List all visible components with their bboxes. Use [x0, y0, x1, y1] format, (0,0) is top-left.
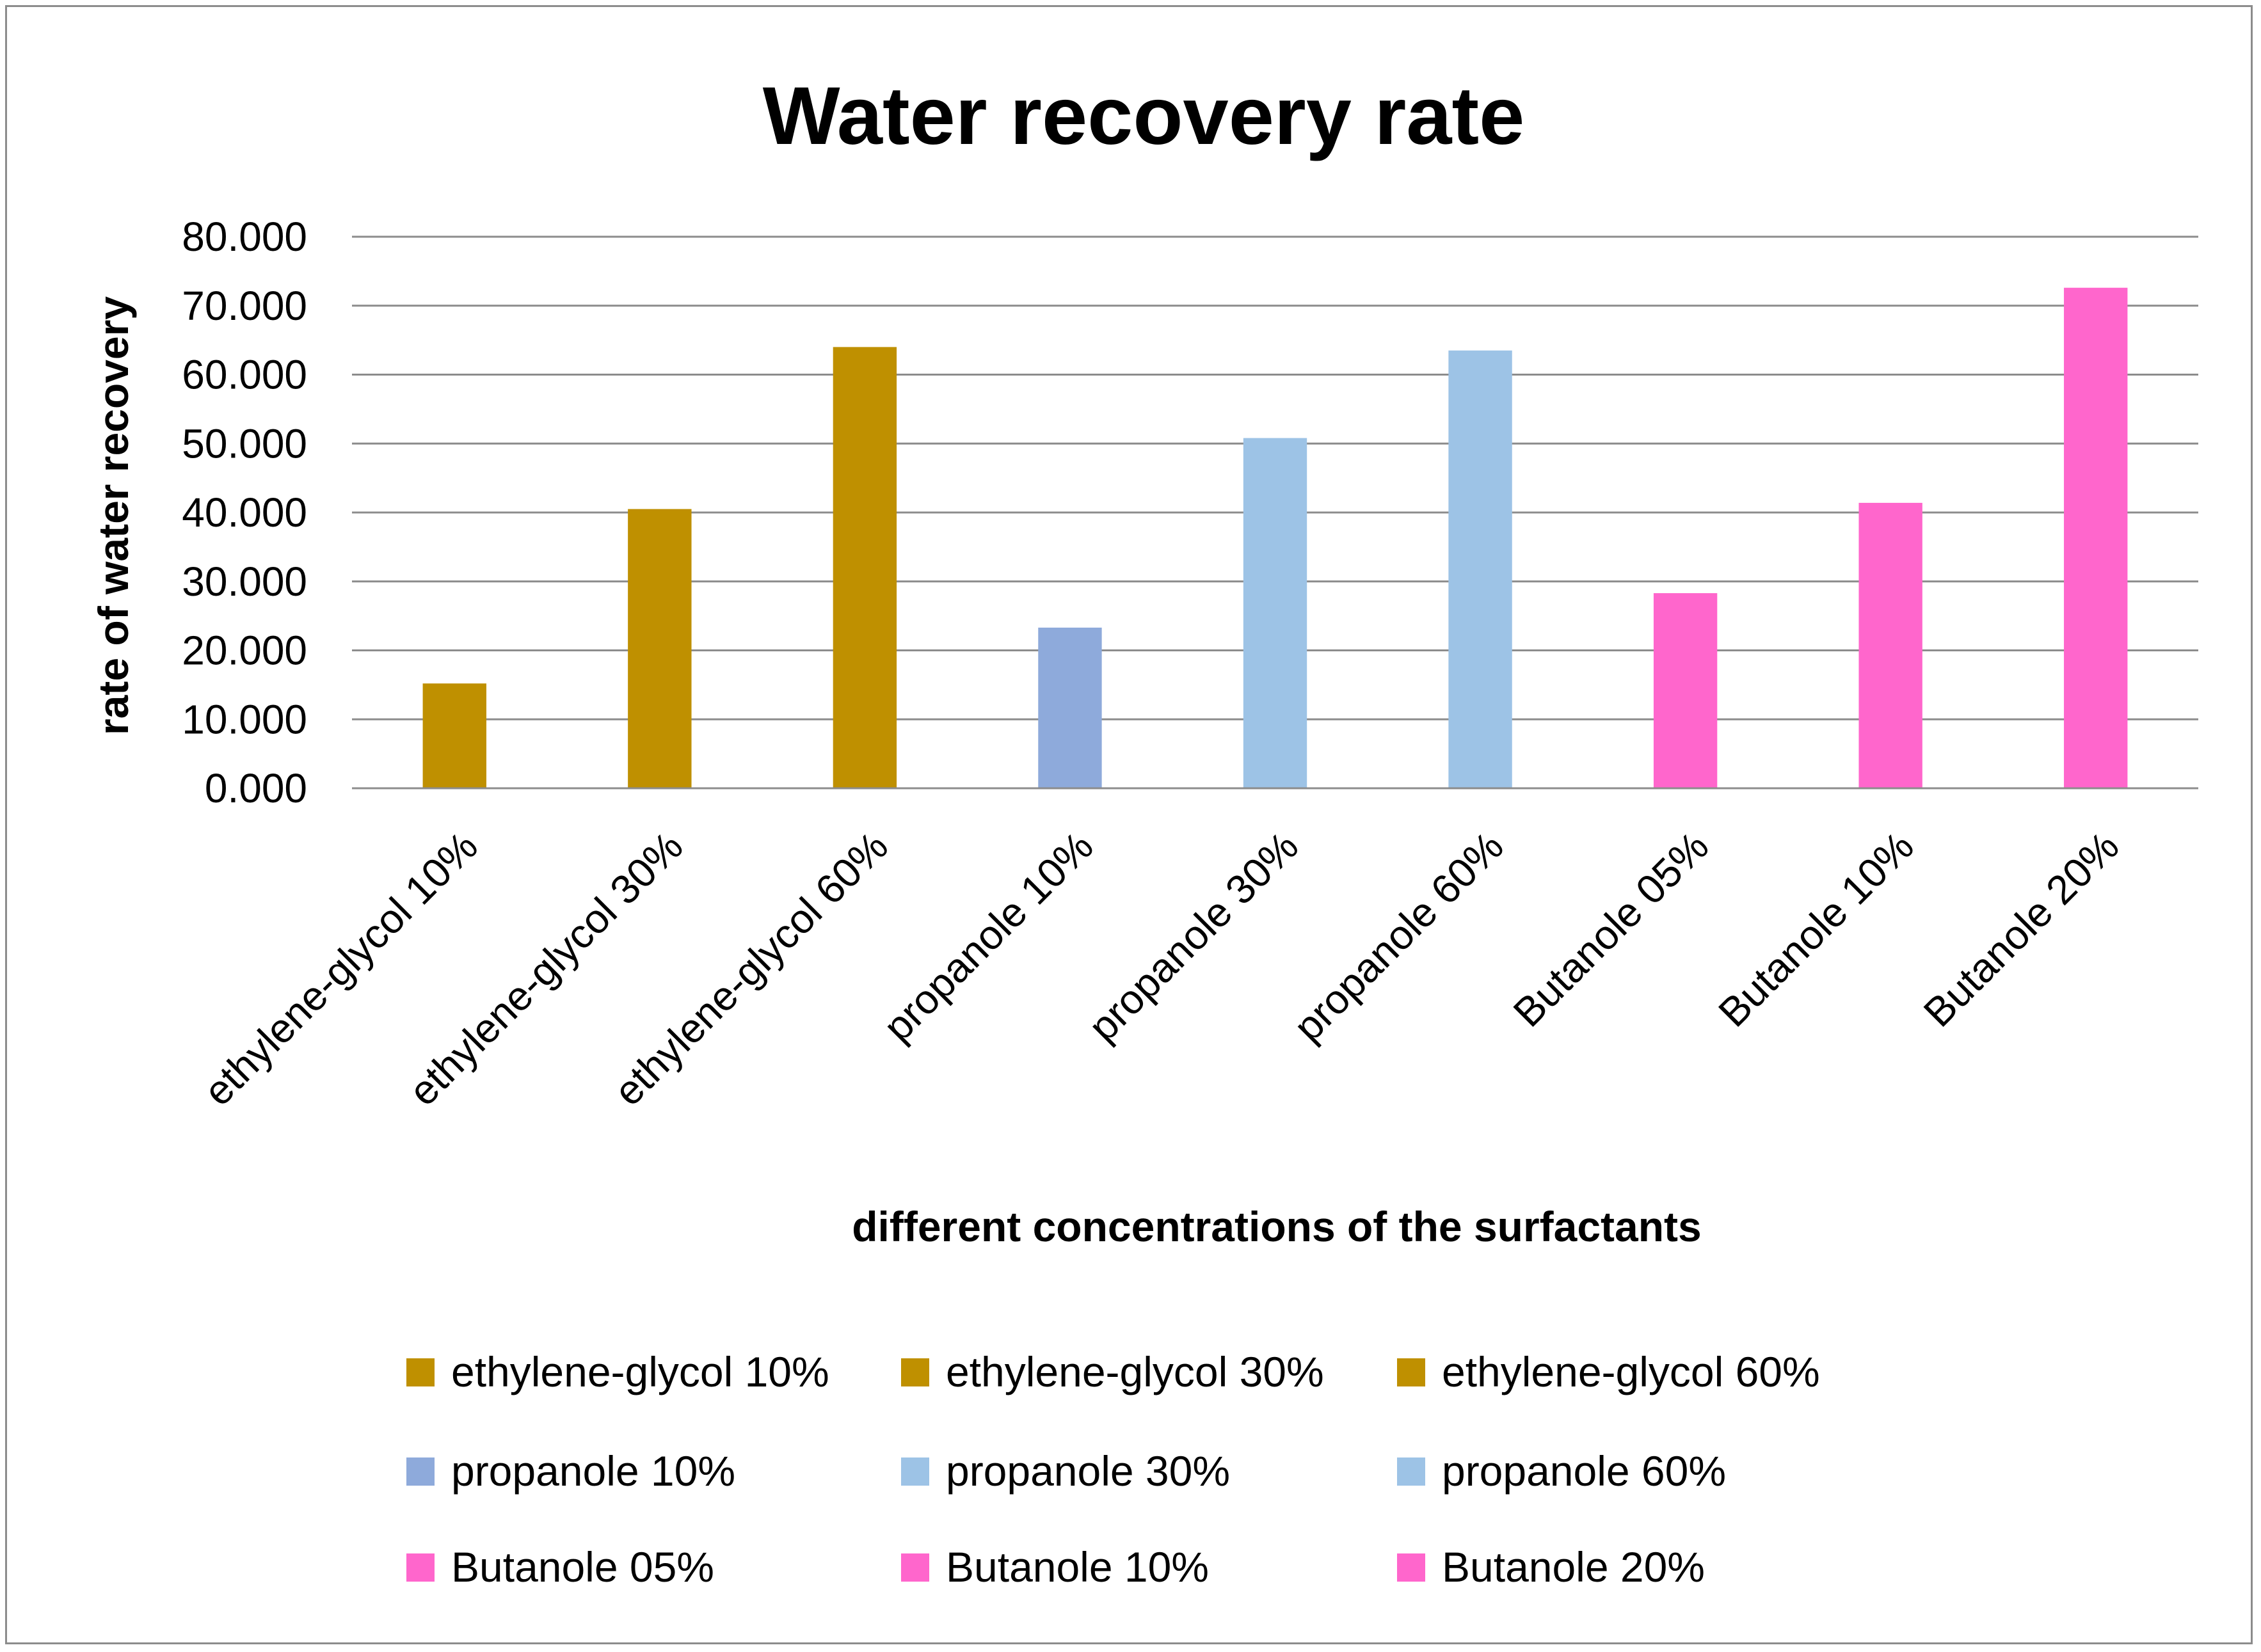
x-axis-tick-labels: ethylene-glycol 10%ethylene-glycol 30%et… — [195, 823, 2127, 1115]
y-tick-label: 70.000 — [182, 283, 307, 329]
y-tick-label: 10.000 — [182, 696, 307, 742]
y-tick-label: 20.000 — [182, 628, 307, 674]
chart-title: Water recovery rate — [763, 70, 1525, 162]
bar-3 — [833, 347, 897, 788]
bar-8 — [1858, 502, 1922, 788]
legend-swatch — [1397, 1553, 1425, 1582]
chart-frame — [5, 5, 2253, 1644]
x-tick-label: propanole 30% — [1080, 823, 1307, 1050]
bar-5 — [1243, 438, 1307, 788]
legend-swatch — [406, 1553, 435, 1582]
legend-label: ethylene-glycol 30% — [946, 1348, 1324, 1395]
bar-6 — [1448, 350, 1512, 788]
legend-swatch — [1397, 1358, 1425, 1386]
legend-label: propanole 60% — [1442, 1447, 1726, 1495]
bar-4 — [1038, 627, 1102, 788]
bar-2 — [628, 509, 692, 788]
legend-swatch — [1397, 1457, 1425, 1486]
y-axis-ticks: 0.000 10.000 20.000 30.000 40.000 50.000 60.00… — [182, 214, 307, 811]
legend: ethylene-glycol 10% ethylene-glycol 30% et… — [406, 1348, 1820, 1591]
legend-swatch — [901, 1358, 929, 1386]
x-tick-label: propanole 10% — [874, 823, 1101, 1050]
x-tick-label: Butanole 10% — [1709, 823, 1922, 1036]
bar-9 — [2064, 287, 2128, 788]
y-tick-label: 50.000 — [182, 420, 307, 466]
x-tick-label: propanole 60% — [1285, 823, 1512, 1050]
legend-swatch — [901, 1553, 929, 1582]
legend-label: ethylene-glycol 10% — [451, 1348, 829, 1395]
x-axis-label: different concentrations of the surfacta… — [852, 1203, 1702, 1250]
y-tick-label: 0.000 — [205, 765, 307, 811]
y-tick-label: 30.000 — [182, 559, 307, 605]
y-axis-label: rate of water recovery — [90, 296, 137, 735]
legend-label: Butanole 05% — [451, 1543, 714, 1591]
y-tick-label: 40.000 — [182, 489, 307, 536]
legend-swatch — [406, 1358, 435, 1386]
legend-label: Butanole 10% — [946, 1543, 1209, 1591]
legend-swatch — [901, 1457, 929, 1486]
x-tick-label: Butanole 20% — [1915, 823, 2128, 1036]
x-tick-label: Butanole 05% — [1505, 823, 1718, 1036]
legend-label: propanole 10% — [451, 1447, 735, 1495]
legend-label: propanole 30% — [946, 1447, 1230, 1495]
y-tick-label: 60.000 — [182, 352, 307, 398]
bars — [422, 287, 2128, 788]
y-tick-label: 80.000 — [182, 214, 307, 260]
bar-1 — [422, 683, 486, 788]
bar-7 — [1653, 593, 1718, 788]
legend-swatch — [406, 1457, 435, 1486]
legend-label: Butanole 20% — [1442, 1543, 1705, 1591]
legend-label: ethylene-glycol 60% — [1442, 1348, 1820, 1395]
